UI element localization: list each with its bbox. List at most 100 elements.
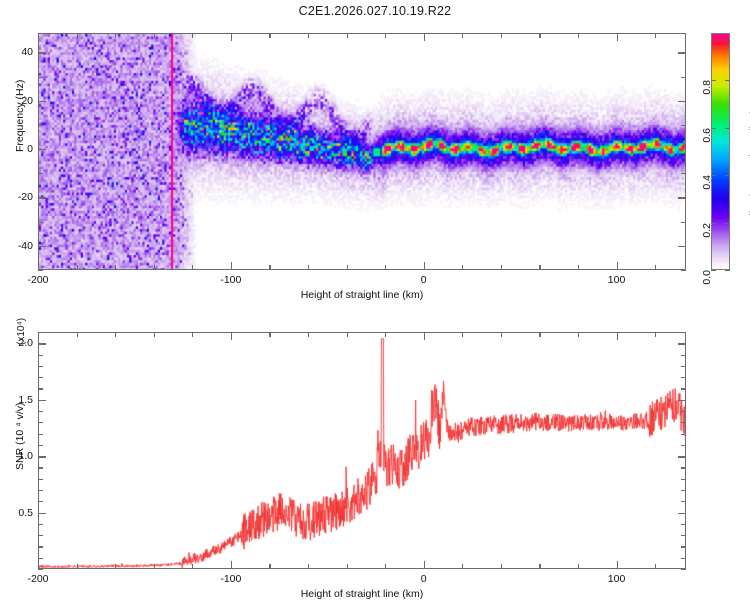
y-minor-tick-right [681,270,686,272]
x-major-tick-top [230,332,233,340]
y-minor-tick [38,377,43,379]
x-minor-tick-top [346,33,348,38]
x-minor-tick-top [500,332,503,337]
colorbar-tick [711,222,716,224]
y-minor-tick [38,411,43,413]
x-major-tick-top [423,332,426,340]
x-minor-tick-top [192,33,194,38]
y-minor-tick-right [681,221,686,223]
y-major-tick [38,399,46,402]
y-tick-label: 20 [21,94,33,107]
colorbar-tick [711,127,716,129]
y-major-tick-right [678,399,686,402]
x-major-tick [423,262,426,270]
y-tick-label: 1.0 [18,450,33,463]
x-major-tick-top [38,332,40,340]
x-minor-tick-top [539,33,541,38]
x-minor-tick-top [578,332,580,337]
y-major-tick [38,512,46,514]
x-minor-tick [578,564,580,569]
y-minor-tick-right [681,478,686,480]
x-minor-tick [346,265,348,270]
x-minor-tick [192,265,194,270]
y-major-tick-right [678,343,686,345]
y-major-tick [38,343,46,345]
y-minor-tick [38,546,43,548]
y-minor-tick [38,535,43,537]
spectrogram-image [39,34,685,269]
x-minor-tick-top [308,33,310,38]
spectrogram-axes [38,33,686,270]
snr-plot-area [39,333,685,568]
x-minor-tick-top [462,332,464,337]
x-minor-tick-top [269,332,271,337]
y-minor-tick [38,332,43,334]
y-minor-tick-right [681,501,686,503]
x-minor-tick-top [385,33,387,38]
x-minor-tick [346,564,348,569]
y-tick-label: 40 [21,46,33,59]
y-minor-tick-right [681,523,686,526]
y-minor-tick-right [681,569,686,571]
x-minor-tick [539,564,541,569]
spectrogram-y-axis-label: Frequency (Hz) [14,79,26,152]
y-minor-tick-right [681,490,686,492]
x-minor-tick [385,564,387,569]
y-minor-tick-right [681,422,686,424]
x-major-tick-top [616,33,618,41]
y-tick-label: -40 [17,239,33,252]
y-minor-tick [38,124,43,127]
x-minor-tick-top [346,332,348,337]
y-minor-tick-right [681,173,686,175]
x-tick-label: -100 [220,274,242,286]
x-major-tick [616,561,618,569]
colorbar-tick [711,270,716,272]
y-major-tick [38,197,46,199]
y-minor-tick [38,523,43,526]
colorbar-tick-label: 0.4 [701,175,713,190]
y-minor-tick [38,365,43,368]
spectrogram-x-axis-label: Height of straight line (km) [300,289,424,301]
x-major-tick [38,262,40,270]
x-minor-tick-top [153,33,155,38]
y-minor-tick [38,173,43,175]
y-major-tick-right [678,100,686,103]
x-major-tick-top [616,332,618,340]
x-minor-tick [385,265,387,270]
y-minor-tick-right [681,76,686,78]
x-major-tick [230,561,233,569]
x-minor-tick [153,564,155,569]
y-minor-tick-right [681,467,686,469]
x-minor-tick [655,564,657,569]
x-minor-tick [500,564,503,569]
y-tick-label: 2.0 [18,337,33,350]
y-minor-tick-right [681,546,686,548]
y-minor-tick-right [681,444,686,447]
colorbar-tick-label: 0.8 [701,80,713,95]
y-minor-tick [38,501,43,503]
y-minor-tick [38,76,43,78]
colorbar-tick-label: 0.6 [701,127,713,143]
y-major-tick-right [678,197,686,199]
x-minor-tick [115,564,117,569]
x-minor-tick [269,265,271,270]
y-major-tick-right [678,456,686,458]
x-minor-tick-top [153,332,155,337]
x-minor-tick [153,265,155,270]
x-minor-tick [192,564,194,569]
y-major-tick [38,149,46,151]
y-major-tick-right [678,52,686,54]
x-minor-tick [462,564,464,569]
x-minor-tick-top [115,33,117,38]
x-minor-tick [115,265,117,270]
y-tick-label: -20 [17,191,33,204]
y-major-tick-right [678,512,686,514]
y-major-tick [38,245,46,248]
x-minor-tick [539,265,541,270]
x-tick-label: 100 [607,573,626,585]
x-minor-tick-top [539,332,541,337]
y-minor-tick-right [681,354,686,356]
y-major-tick-right [678,149,686,151]
snr-line-series [39,333,685,568]
